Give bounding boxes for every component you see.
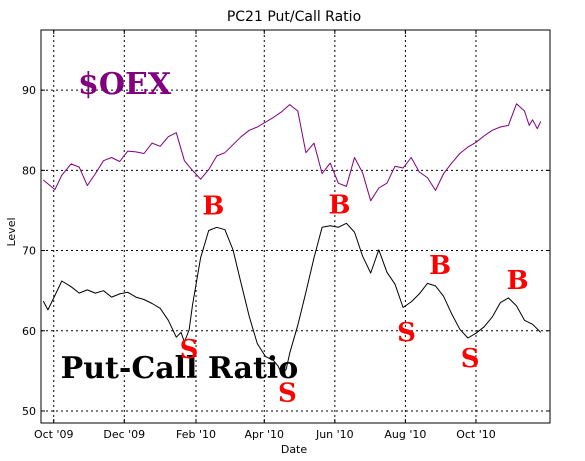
x-tick-label: Apr '10 (244, 428, 284, 441)
buy-signal-label: B (507, 266, 529, 296)
x-tick-label: Dec '09 (103, 428, 145, 441)
y-tick-label: 60 (22, 325, 36, 338)
oex-series-label: $OEX (78, 67, 172, 102)
sell-signal-label: S (461, 344, 480, 374)
x-tick-label: Feb '10 (176, 428, 216, 441)
x-tick-label: Oct '10 (456, 428, 496, 441)
x-axis-title: Date (281, 443, 308, 456)
x-tick-label: Oct '09 (34, 428, 74, 441)
x-tick-label: Aug '10 (384, 428, 426, 441)
y-tick-label: 70 (22, 245, 36, 258)
put-call-ratio-series-line (42, 222, 542, 375)
buy-signal-label: B (429, 251, 451, 281)
sell-signal-label: S (397, 318, 416, 348)
sell-signal-label: S (180, 335, 199, 365)
chart-title: PC21 Put/Call Ratio (227, 9, 361, 25)
buy-signal-label: B (328, 191, 350, 221)
sell-signal-label: S (278, 378, 297, 408)
put-call-ratio-series-label: Put-Call Ratio (61, 351, 299, 386)
y-tick-label: 50 (22, 405, 36, 418)
plot-area: Oct '09 Dec '09 Feb '10 Apr '10 Jun '10 Aug '… (22, 29, 551, 441)
y-tick-label: 80 (22, 164, 36, 177)
x-tick-label: Jun '10 (315, 428, 354, 441)
y-axis-title: Level (5, 217, 18, 246)
oex-series-line (42, 103, 542, 202)
plot-frame (40, 29, 551, 424)
buy-signal-label: B (202, 191, 224, 221)
y-tick-label: 90 (22, 84, 36, 97)
